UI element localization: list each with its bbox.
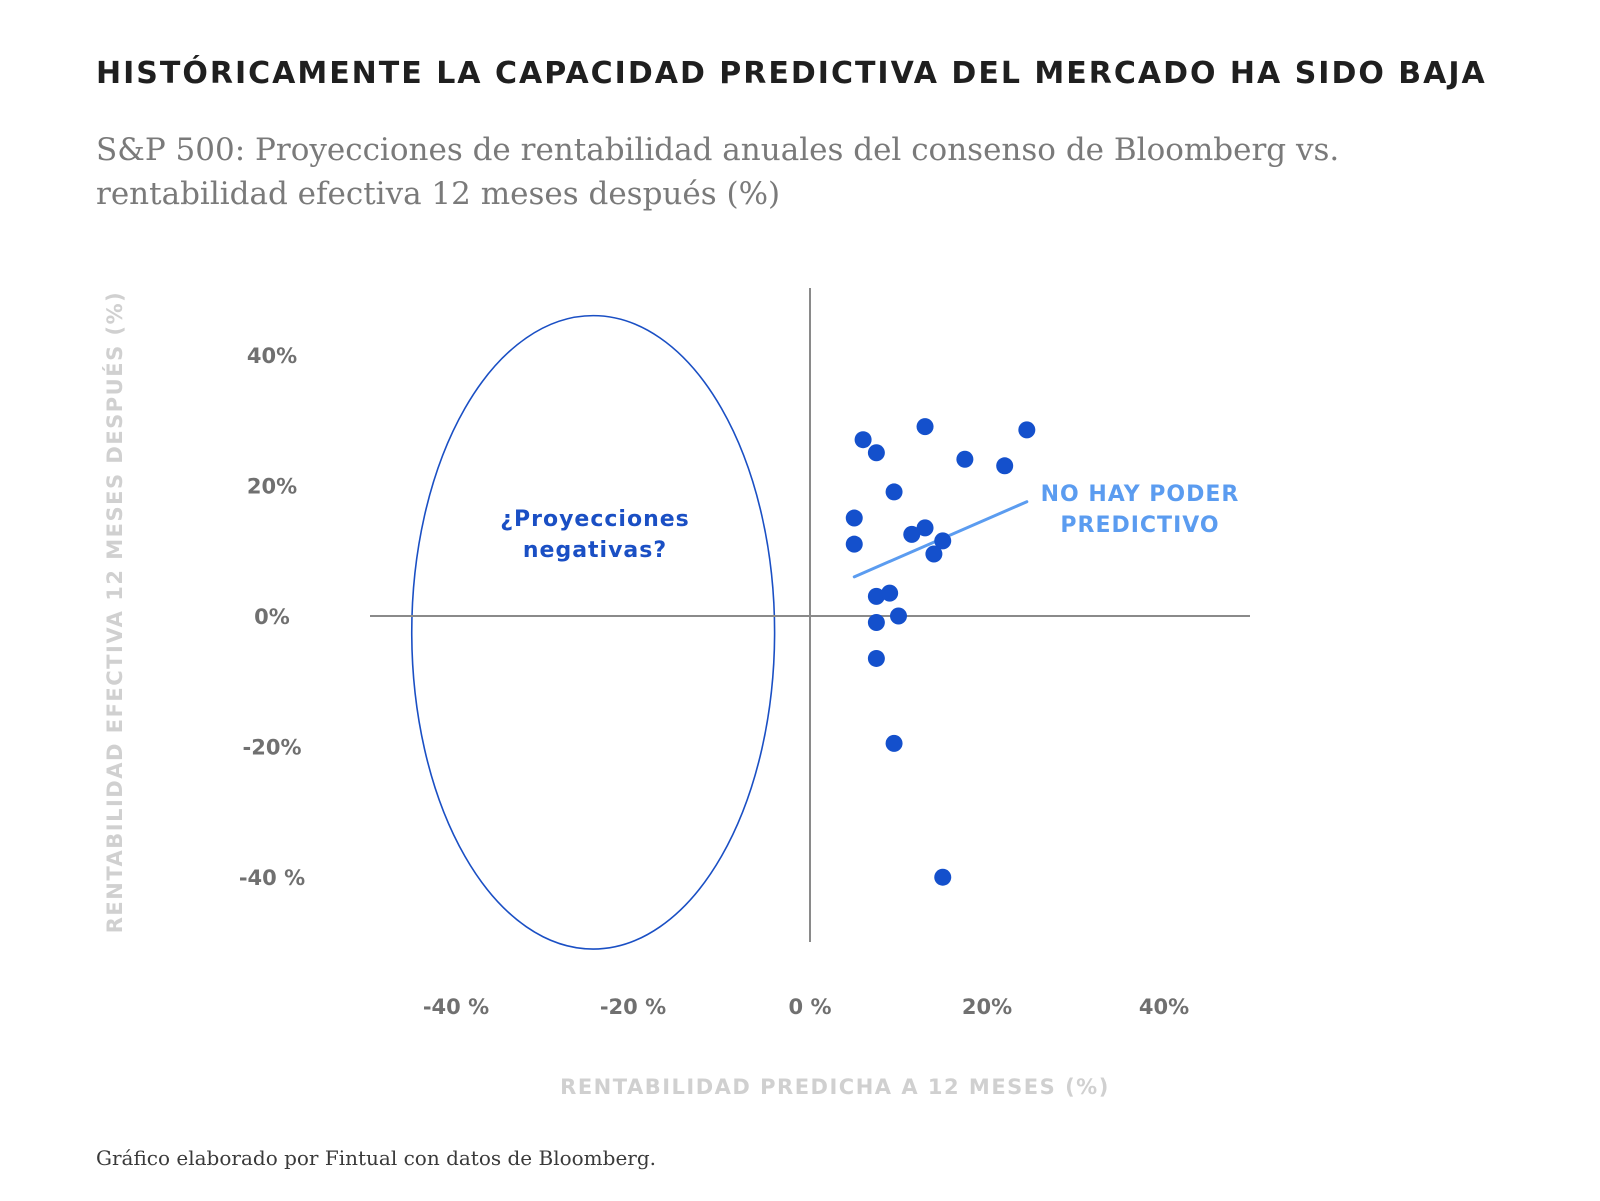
trend-annotation-line: PREDICTIVO (1060, 513, 1219, 538)
data-point (934, 868, 952, 886)
data-point (854, 431, 872, 449)
chart-subtitle: S&P 500: Proyecciones de rentabilidad an… (96, 132, 1340, 212)
trend-annotation-line: NO HAY PODER (1041, 482, 1240, 507)
data-point (934, 532, 952, 550)
ellipse-annotation-line: negativas? (523, 538, 667, 563)
ellipse-annotation-line: ¿Proyecciones (500, 507, 690, 532)
data-point (925, 545, 943, 563)
data-point (996, 457, 1014, 475)
y-axis-title: RENTABILIDAD EFECTIVA 12 MESES DESPUÉS (… (102, 291, 127, 934)
data-point (916, 519, 934, 537)
source-note: Gráfico elaborado por Fintual con datos … (96, 1146, 656, 1170)
y-tick-label: -20% (243, 736, 302, 760)
y-tick-label: 20% (247, 474, 297, 498)
data-point (1018, 421, 1036, 439)
data-point (885, 483, 903, 501)
x-tick-label: 0 % (789, 995, 832, 1019)
data-point (956, 450, 974, 468)
y-tick-label: -40 % (239, 866, 305, 890)
x-tick-label: -20 % (600, 995, 666, 1019)
data-point (890, 607, 907, 625)
data-point (916, 418, 934, 436)
data-point (885, 734, 903, 752)
x-tick-label: 40% (1139, 995, 1189, 1019)
data-point (881, 584, 899, 602)
data-point (845, 509, 863, 527)
x-tick-label: -40 % (423, 995, 489, 1019)
y-tick-label: 0% (254, 605, 290, 629)
data-point (867, 614, 885, 632)
data-point (903, 525, 921, 543)
x-axis-title: RENTABILIDAD PREDICHA A 12 MESES (%) (560, 1075, 1110, 1099)
data-point (867, 587, 885, 605)
data-point (867, 444, 885, 462)
y-tick-label: 40% (247, 344, 297, 368)
negative-projection-ellipse (410, 314, 776, 950)
data-point (845, 535, 863, 553)
x-tick-label: 20% (962, 995, 1012, 1019)
chart-title: HISTÓRICAMENTE LA CAPACIDAD PREDICTIVA D… (96, 56, 1487, 91)
data-point (867, 649, 885, 667)
